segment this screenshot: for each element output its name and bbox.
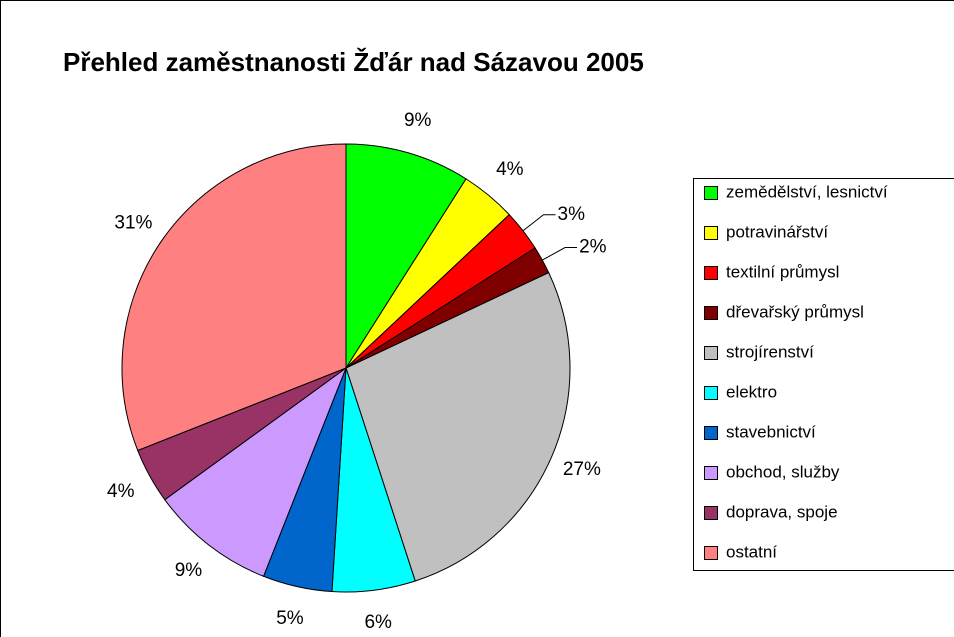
legend-swatch: [704, 546, 718, 560]
legend-swatch: [704, 506, 718, 520]
legend-swatch: [704, 186, 718, 200]
data-label: 4%: [496, 159, 524, 180]
leader-line: [522, 214, 556, 232]
legend-label: ostatní: [726, 542, 777, 561]
legend-label: textilní průmysl: [726, 262, 839, 281]
legend-label: obchod, služby: [726, 462, 840, 481]
leader-line: [542, 247, 578, 261]
legend-label: doprava, spoje: [726, 502, 838, 521]
data-label: 27%: [563, 459, 601, 480]
legend-label: potravinářství: [726, 222, 828, 241]
legend-label: strojírenství: [726, 342, 814, 361]
legend-swatch: [704, 266, 718, 280]
pie-slice: [121, 143, 347, 452]
data-label: 4%: [107, 481, 135, 502]
data-label: 9%: [175, 560, 203, 581]
pie-slice: [345, 143, 467, 370]
legend-label: dřevařský průmysl: [726, 302, 864, 321]
legend-swatch: [704, 346, 718, 360]
data-label: 9%: [404, 110, 432, 131]
legend-swatch: [704, 466, 718, 480]
chart-title: Přehled zaměstnanosti Žďár nad Sázavou 2…: [63, 47, 644, 77]
data-label: 6%: [364, 612, 392, 633]
legend-box: [693, 178, 954, 571]
legend-swatch: [704, 386, 718, 400]
legend-swatch: [704, 226, 718, 240]
pie-slice: [345, 271, 571, 582]
data-label: 5%: [276, 608, 304, 629]
legend-swatch: [704, 426, 718, 440]
legend-label: stavebnictví: [726, 422, 816, 441]
data-label: 31%: [114, 213, 152, 234]
legend-swatch: [704, 306, 718, 320]
data-label: 2%: [579, 237, 607, 258]
legend-label: zemědělství, lesnictví: [726, 182, 888, 201]
legend-label: elektro: [726, 382, 777, 401]
data-label: 3%: [558, 204, 586, 225]
pie-slice: [164, 366, 348, 577]
